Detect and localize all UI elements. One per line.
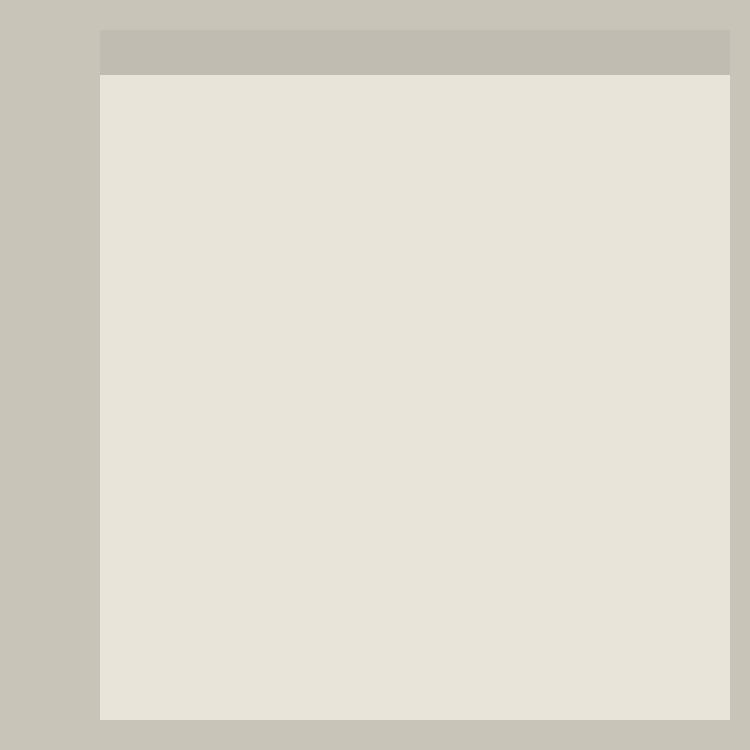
Text: Based on the dimensions in the diagram, what is the: Based on the dimensions in the diagram, … bbox=[125, 540, 607, 558]
Text: 9.5 in.: 9.5 in. bbox=[162, 667, 214, 683]
Text: B: B bbox=[238, 269, 251, 287]
Text: 6 in.: 6 in. bbox=[584, 326, 622, 344]
Text: 9 in.: 9 in. bbox=[162, 607, 199, 623]
Text: D: D bbox=[643, 483, 657, 501]
Text: 10 in.: 10 in. bbox=[162, 637, 209, 653]
Text: 3 in.: 3 in. bbox=[534, 493, 571, 510]
Text: △ABC ~ △DEF.: △ABC ~ △DEF. bbox=[125, 125, 262, 143]
Text: perimeter of △ABC?: perimeter of △ABC? bbox=[125, 568, 309, 586]
Text: 4 in.: 4 in. bbox=[164, 376, 202, 394]
Text: Question 5: Question 5 bbox=[150, 43, 269, 62]
Text: A: A bbox=[136, 483, 149, 501]
Text: F: F bbox=[439, 483, 452, 501]
Text: E: E bbox=[485, 169, 499, 187]
Text: C: C bbox=[318, 483, 332, 501]
Text: 10.5 in.: 10.5 in. bbox=[162, 697, 225, 713]
Text: 5.25 in.: 5.25 in. bbox=[403, 326, 466, 344]
Text: Two similar triangles are shown in the diagram below,: Two similar triangles are shown in the d… bbox=[125, 95, 622, 113]
